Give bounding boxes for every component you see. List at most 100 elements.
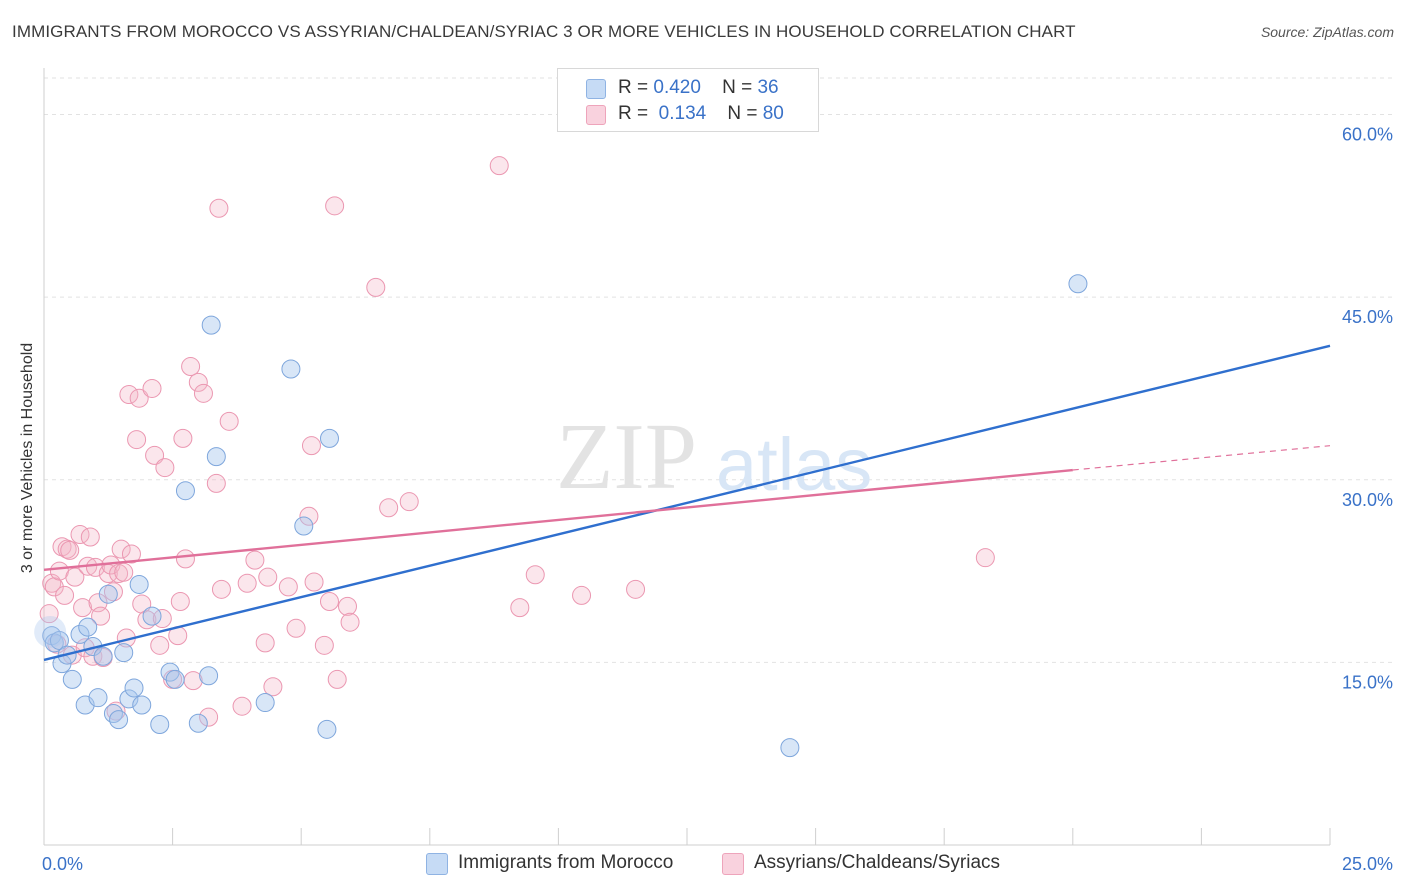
legend-r-value: 0.420 (653, 77, 701, 98)
watermark-zip: ZIP (556, 405, 697, 509)
data-point (121, 544, 141, 564)
data-point (42, 573, 62, 593)
data-point (155, 458, 175, 478)
data-point (111, 539, 131, 559)
bottom-legend-label-assyrian: Assyrians/Chaldeans/Syriacs (754, 852, 1001, 873)
tick-labels: 15.0% 30.0% 45.0% 60.0% 0.0% 25.0% (42, 125, 1393, 874)
data-point (245, 550, 265, 570)
y-tick-label: 30.0% (1342, 490, 1393, 510)
data-point (258, 567, 278, 587)
data-point (294, 516, 314, 536)
source-label: Source: ZipAtlas.com (1260, 24, 1394, 40)
legend-r-value: 0.134 (658, 103, 707, 124)
data-point (80, 527, 100, 547)
data-point (626, 579, 646, 599)
y-tick-label: 45.0% (1342, 307, 1393, 327)
data-point (150, 714, 170, 734)
chart-title: IMMIGRANTS FROM MOROCCO VS ASSYRIAN/CHAL… (12, 22, 1076, 41)
legend-n-label: N = (727, 103, 758, 124)
data-point (525, 565, 545, 585)
data-point (173, 428, 193, 448)
legend-r-label: R = (618, 77, 649, 98)
data-point (62, 669, 82, 689)
data-point (88, 688, 108, 708)
x-tick-label: 0.0% (42, 854, 83, 874)
data-point (255, 633, 275, 653)
data-point (219, 411, 239, 431)
axes (43, 68, 1331, 846)
data-point (340, 612, 360, 632)
data-point (175, 549, 195, 569)
data-point (379, 498, 399, 518)
data-point (132, 695, 152, 715)
bottom-legend-swatch-morocco (426, 853, 448, 875)
data-point (237, 573, 257, 593)
data-point (55, 585, 75, 605)
data-point (44, 633, 64, 653)
correlation-legend: R = 0.420 N = 36 R = 0.134 N = 80 (557, 68, 819, 132)
data-point (188, 372, 208, 392)
data-point (150, 635, 170, 655)
data-point (366, 277, 386, 297)
data-point (124, 678, 144, 698)
data-point (278, 577, 298, 597)
data-point (209, 198, 229, 218)
data-point (119, 385, 139, 405)
data-point (199, 666, 219, 686)
data-point (489, 156, 509, 176)
data-point (85, 557, 105, 577)
data-point (73, 598, 93, 618)
data-point (572, 585, 592, 605)
data-point (337, 596, 357, 616)
data-point (114, 562, 134, 582)
data-point (103, 704, 123, 724)
bottom-legend-label-morocco: Immigrants from Morocco (458, 852, 674, 873)
trend-lines (43, 344, 1331, 662)
data-point (211, 579, 231, 599)
data-point (142, 606, 162, 626)
data-point (399, 492, 419, 512)
data-point (255, 693, 275, 713)
data-point (263, 677, 283, 697)
legend-n-value: 80 (762, 103, 784, 124)
data-point (201, 315, 221, 335)
data-point (188, 713, 208, 733)
data-point (98, 584, 118, 604)
data-point (975, 548, 995, 568)
data-point (65, 567, 85, 587)
legend-swatch-assyrian (586, 105, 606, 125)
data-point (109, 710, 129, 730)
data-point (206, 447, 226, 467)
data-point (129, 388, 149, 408)
data-point (199, 707, 219, 727)
data-point (301, 436, 321, 456)
data-point (145, 445, 165, 465)
data-point (314, 635, 334, 655)
data-point (319, 592, 339, 612)
data-point (325, 196, 345, 216)
trend-line (43, 468, 1073, 572)
data-points (34, 156, 1088, 758)
data-point (327, 669, 347, 689)
data-point (119, 689, 139, 709)
bottom-legend-swatch-assyrian (722, 853, 744, 875)
data-point (91, 606, 111, 626)
data-point (127, 430, 147, 450)
data-point (39, 604, 59, 624)
data-point (181, 357, 201, 377)
data-point (319, 428, 339, 448)
data-point (103, 582, 123, 602)
data-point (232, 696, 252, 716)
data-point (137, 610, 157, 630)
data-point (286, 618, 306, 638)
trend-line-extension (1072, 445, 1331, 471)
legend-n-label: N = (722, 77, 753, 98)
data-point (60, 540, 80, 560)
data-point (299, 506, 319, 526)
data-point (206, 473, 226, 493)
data-point (129, 574, 149, 594)
data-point (780, 738, 800, 758)
trend-line (43, 344, 1331, 662)
y-tick-label: 60.0% (1342, 125, 1393, 145)
